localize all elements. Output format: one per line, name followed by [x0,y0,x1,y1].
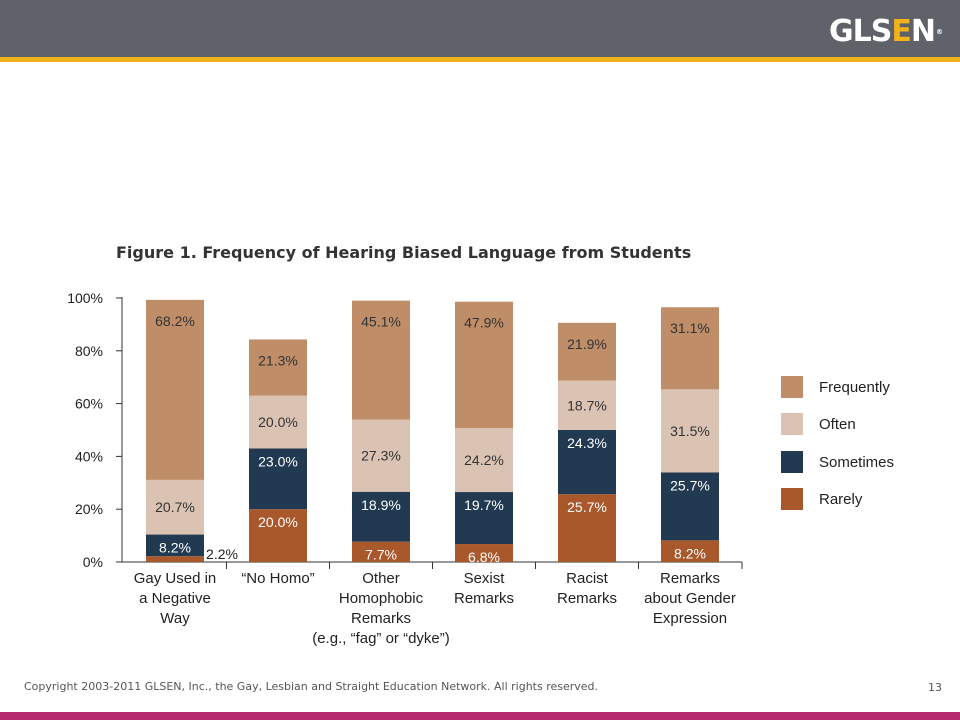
glsen-logo: GLSEN® [829,14,943,50]
bar-segment-sometimes [558,430,616,495]
header-accent-line [0,57,960,62]
bar-segment-rarely [249,509,307,562]
data-label-often: 31.5% [670,423,710,439]
legend-swatch-rarely [781,488,803,510]
data-label-rarely: 8.2% [674,545,706,561]
data-label-rarely: 7.7% [365,547,397,563]
data-label-frequently: 21.3% [258,352,298,368]
x-category-label: Sexist [464,570,506,587]
data-label-often: 18.7% [567,397,607,413]
x-category-label: about Gender [644,590,736,607]
legend-swatch-frequently [781,376,803,398]
bar-segment-frequently [661,307,719,390]
data-label-rarely: 2.2% [206,546,238,562]
y-tick-label: 100% [67,290,103,306]
logo-text-accent: E [891,14,911,49]
bar-segment-frequently [146,299,204,480]
x-category-label: Gay Used in [134,570,217,587]
header-bar: GLSEN® [0,0,960,57]
bar-segment-sometimes [146,534,204,557]
data-label-often: 20.7% [155,499,195,515]
bar-segment-often [558,380,616,430]
logo-text-main: GLS [829,14,892,49]
legend-label-rarely: Rarely [819,491,863,508]
bar-segment-frequently [352,300,410,420]
data-label-sometimes: 25.7% [670,478,710,494]
bar-segment-frequently [558,322,616,381]
data-label-often: 27.3% [361,448,401,464]
y-tick-label: 80% [75,343,103,359]
bar-segment-rarely [455,544,513,562]
legend-swatch-sometimes [781,451,803,473]
bar-segment-often [249,395,307,449]
bar-segment-often [352,419,410,492]
footer-bar [0,712,960,720]
data-label-frequently: 68.2% [155,313,195,329]
bar-segment-sometimes [455,492,513,545]
bar-segment-often [661,389,719,473]
data-label-often: 24.2% [464,452,504,468]
data-label-rarely: 25.7% [567,499,607,515]
x-category-label: Other [362,570,400,587]
data-label-often: 20.0% [258,414,298,430]
y-tick-label: 0% [83,554,103,570]
y-tick-label: 40% [75,448,103,464]
data-label-rarely: 6.8% [468,549,500,565]
page-number: 13 [928,681,942,694]
x-category-label: “No Homo” [241,570,314,587]
bar-segment-frequently [455,301,513,429]
data-label-frequently: 47.9% [464,315,504,331]
logo-text-end: N [910,14,936,49]
x-category-label: Expression [653,610,727,627]
x-category-label: (e.g., “fag” or “dyke”) [312,630,450,647]
x-category-label: Racist [566,570,609,587]
bar-segment-rarely [558,494,616,562]
x-category-label: Remarks [351,610,411,627]
legend-swatch-often [781,413,803,435]
y-tick-label: 60% [75,396,103,412]
bar-segment-frequently [249,339,307,396]
legend-label-frequently: Frequently [819,379,890,396]
x-category-label: a Negative [139,590,211,607]
data-label-sometimes: 19.7% [464,497,504,513]
data-label-frequently: 31.1% [670,320,710,336]
data-label-sometimes: 8.2% [159,540,191,556]
registered-mark: ® [936,28,943,36]
data-label-frequently: 21.9% [567,336,607,352]
x-category-label: Remarks [454,590,514,607]
copyright-notice: Copyright 2003-2011 GLSEN, Inc., the Gay… [24,680,599,693]
bar-segment-rarely [661,540,719,562]
bar-segment-rarely [352,541,410,562]
legend-label-sometimes: Sometimes [819,454,894,471]
x-category-label: Remarks [660,570,720,587]
x-category-label: Homophobic [339,590,424,607]
data-label-frequently: 45.1% [361,314,401,330]
bar-segment-sometimes [352,491,410,542]
data-label-rarely: 20.0% [258,514,298,530]
bar-segment-rarely [146,556,204,562]
legend-label-often: Often [819,416,856,433]
bar-segment-sometimes [661,472,719,541]
y-tick-label: 20% [75,501,103,517]
x-category-label: Way [160,610,190,627]
data-label-sometimes: 18.9% [361,497,401,513]
data-label-sometimes: 23.0% [258,453,298,469]
x-category-label: Remarks [557,590,617,607]
bar-segment-sometimes [249,448,307,510]
bar-segment-often [146,479,204,535]
figure-title: Figure 1. Frequency of Hearing Biased La… [116,243,692,262]
data-label-sometimes: 24.3% [567,435,607,451]
bar-segment-often [455,428,513,493]
